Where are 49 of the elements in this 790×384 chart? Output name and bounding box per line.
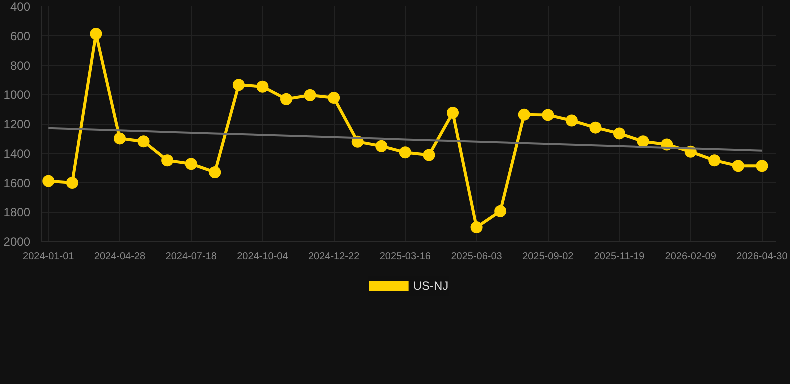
y-tick-label: 1400 <box>4 146 31 161</box>
point <box>138 136 150 148</box>
point <box>494 205 507 218</box>
x-tick-label: 2024-12-22 <box>308 252 360 262</box>
point <box>590 122 602 134</box>
x-tick-label: 2025-09-02 <box>522 252 574 262</box>
point <box>90 28 102 40</box>
y-tick-label: 400 <box>10 0 31 14</box>
point <box>42 175 55 188</box>
point <box>114 132 126 145</box>
point <box>614 128 626 140</box>
x-tick-label: 2024-07-18 <box>166 252 218 262</box>
y-tick-label: 1600 <box>4 176 31 190</box>
y-tick-label: 800 <box>10 58 31 73</box>
x-tick-label: 2025-11-19 <box>594 252 646 262</box>
x-tick-label: 2024-10-04 <box>237 252 289 262</box>
point <box>518 108 530 121</box>
x-tick-label: 2024-01-01 <box>23 252 75 262</box>
y-tick-label: 2000 <box>4 235 31 249</box>
legend-label: US-NJ <box>413 279 449 293</box>
point <box>756 160 768 172</box>
point <box>280 93 292 106</box>
point <box>185 158 198 170</box>
y-tick-label: 1800 <box>4 206 31 220</box>
point <box>637 136 650 148</box>
y-tick-label: 1000 <box>4 88 31 102</box>
point <box>447 106 460 119</box>
x-tick-label: 2025-03-16 <box>380 252 432 262</box>
y-tick-label: 1200 <box>4 118 31 132</box>
point <box>328 92 340 104</box>
point <box>423 149 436 162</box>
point <box>209 166 222 178</box>
point <box>162 154 174 167</box>
point <box>566 114 578 127</box>
point <box>256 80 269 93</box>
x-tick-label: 2026-02-09 <box>665 252 717 262</box>
point <box>708 154 721 167</box>
x-tick-label: 2025-06-03 <box>451 252 503 262</box>
x-tick-label: 2026-04-30 <box>736 252 788 262</box>
y-tick-label: 600 <box>10 29 31 44</box>
point <box>470 222 483 234</box>
point <box>66 177 78 190</box>
point <box>542 109 554 122</box>
point <box>232 79 245 92</box>
point <box>304 89 316 102</box>
point <box>732 160 744 172</box>
point <box>399 146 412 159</box>
point <box>376 140 388 152</box>
x-tick-label: 2024-04-28 <box>94 252 146 262</box>
